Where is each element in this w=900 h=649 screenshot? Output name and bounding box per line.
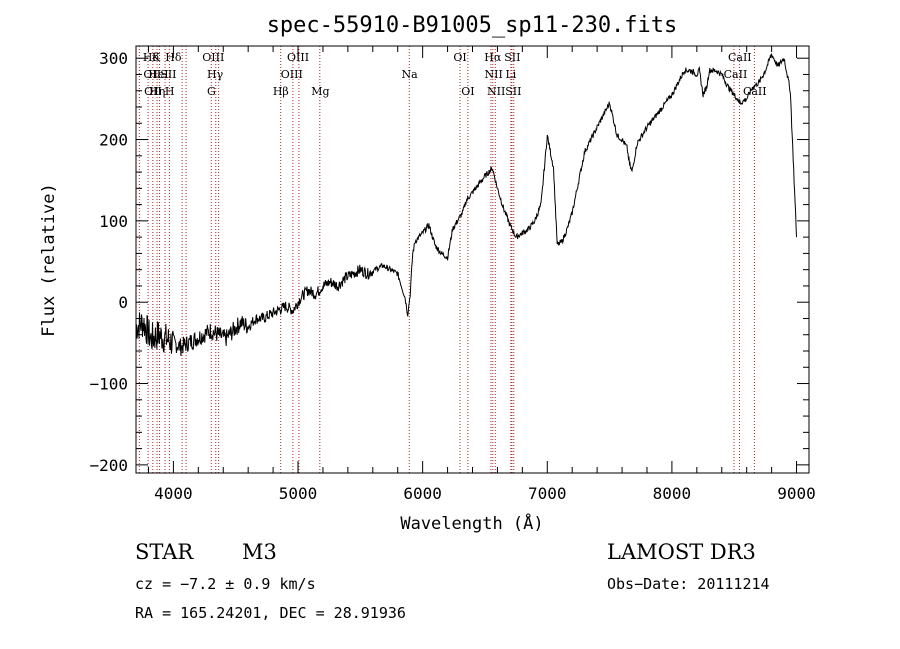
line-label: CaII (728, 51, 752, 64)
line-label: Na (401, 68, 418, 81)
line-label: NII (487, 85, 505, 98)
line-label: Hδ (165, 51, 182, 64)
y-tick-label: −200 (89, 456, 128, 475)
line-label: OI (453, 51, 466, 64)
y-tick-label: 0 (118, 293, 128, 312)
line-label: OII (144, 85, 162, 98)
line-label: G (207, 85, 216, 98)
line-label: K (152, 51, 161, 64)
line-label: NII (485, 68, 503, 81)
line-label: Mg (311, 85, 329, 98)
line-label: Hβ (273, 85, 289, 98)
survey-label: LAMOST DR3 (607, 540, 756, 564)
cz-value: cz = −7.2 ± 0.9 km/s (135, 575, 316, 593)
plot-frame (135, 45, 810, 474)
coordinates: RA = 165.24201, DEC = 28.91936 (135, 604, 406, 622)
marker-lines (138, 46, 755, 473)
x-tick-label: 8000 (653, 484, 692, 503)
line-label: OIII (202, 51, 224, 64)
x-tick-label: 5000 (279, 484, 318, 503)
line-label: Hα (484, 51, 502, 64)
x-tick-label: 4000 (154, 484, 193, 503)
chart-title: spec-55910-B91005_sp11-230.fits (267, 13, 678, 38)
y-tick-label: 200 (99, 131, 128, 150)
line-label: Li (505, 68, 516, 81)
object-subclass: M3 (242, 540, 277, 564)
obs-date: Obs−Date: 20111214 (607, 575, 770, 593)
line-label: OIII (287, 51, 309, 64)
line-label: Hγ (207, 68, 224, 81)
y-tick-label: 300 (99, 49, 128, 68)
line-label: OIII (281, 68, 303, 81)
line-label: SII (505, 85, 521, 98)
line-label: H (165, 85, 175, 98)
x-tick-label: 9000 (777, 484, 816, 503)
line-label: OII (143, 68, 161, 81)
y-tick-label: 100 (99, 212, 128, 231)
x-axis-label: Wavelength (Å) (400, 512, 543, 534)
line-label: Hδ (143, 51, 160, 64)
object-class: STAR (135, 540, 194, 564)
axis-ticks: 4000 5000 6000 7000 8000 9000 −200 −100 0 100 200 3… (89, 46, 816, 503)
line-label: HeI (148, 68, 168, 81)
x-tick-label: 7000 (528, 484, 567, 503)
x-tick-label: 6000 (403, 484, 442, 503)
line-label: SII (160, 68, 176, 81)
line-label: CaII (724, 68, 748, 81)
series-flux-line (135, 53, 797, 356)
line-label: OI (461, 85, 474, 98)
line-label: CaII (743, 85, 767, 98)
line-label: Hη (149, 85, 165, 98)
y-axis-label: Flux (relative) (39, 183, 59, 337)
line-label: SII (504, 51, 520, 64)
y-tick-label: −100 (89, 375, 128, 394)
